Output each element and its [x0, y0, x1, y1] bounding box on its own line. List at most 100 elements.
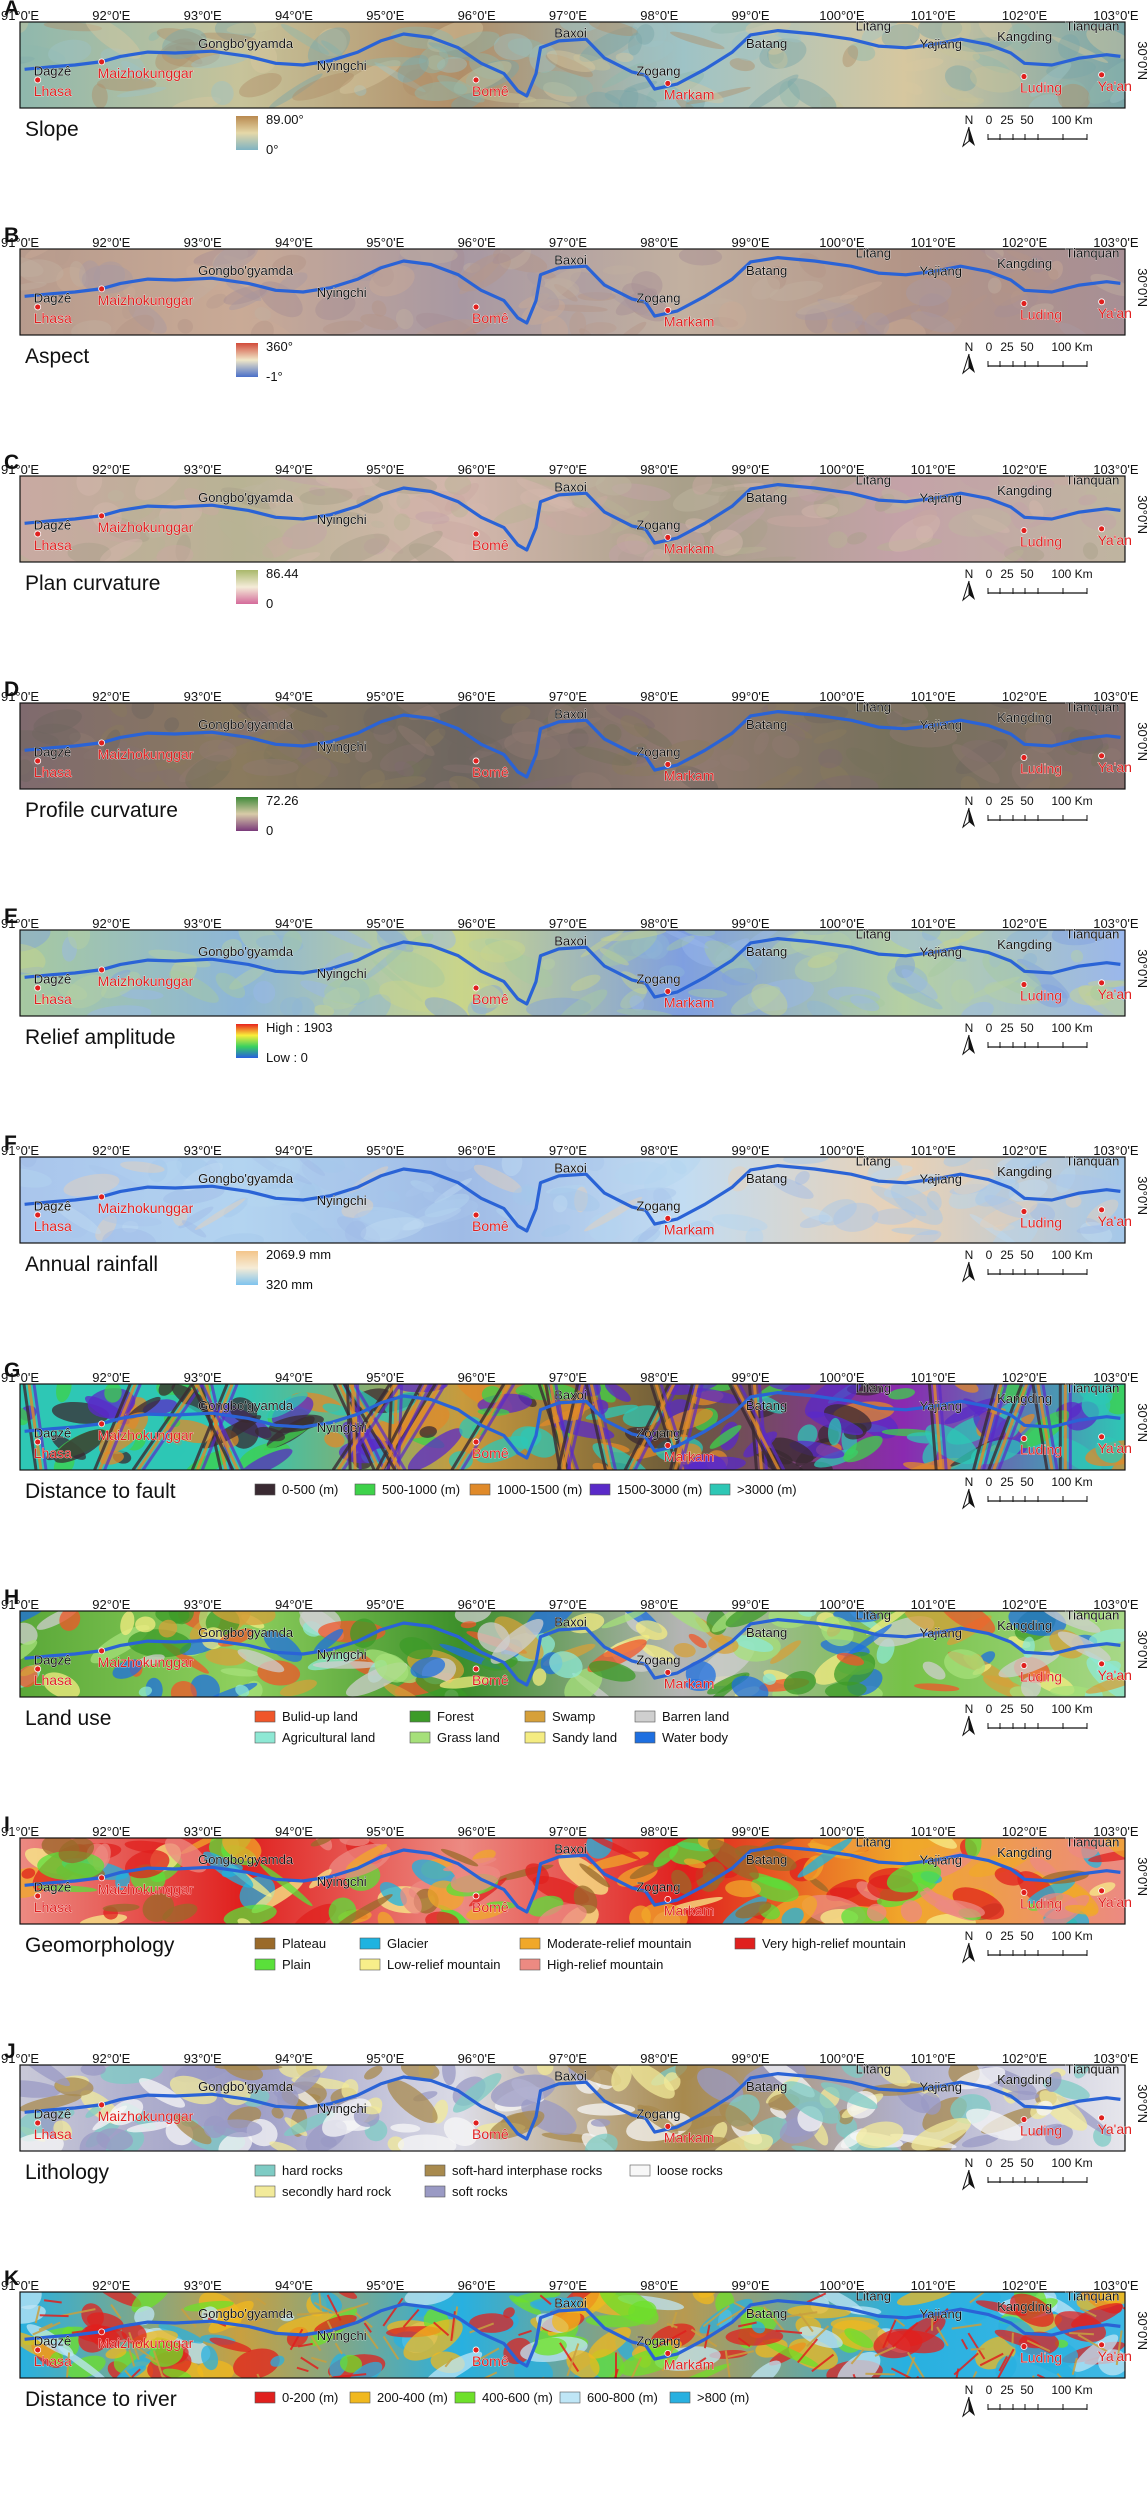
legend-label: Plateau	[282, 1936, 326, 1951]
scale-label: 25	[1000, 1475, 1014, 1489]
lon-tick-label: 94°0'E	[275, 916, 313, 931]
place-label: Baxoi	[554, 2068, 587, 2083]
lon-tick-label: 97°0'E	[549, 916, 587, 931]
lon-tick-label: 102°0'E	[1002, 1143, 1048, 1158]
city-label: Ya'an	[1098, 305, 1132, 321]
lon-tick-label: 91°0'E	[1, 2278, 39, 2293]
place-label: Nyingchi	[317, 966, 367, 981]
legend-colorbar	[236, 797, 258, 831]
panel-title: Slope	[25, 118, 79, 141]
place-label: Kangding	[997, 1618, 1052, 1633]
lon-tick-label: 94°0'E	[275, 235, 313, 250]
legend-swatch	[560, 2392, 580, 2403]
north-label: N	[965, 1475, 974, 1489]
place-label: Litang	[856, 927, 891, 942]
lat-label: 30°0'N	[1135, 41, 1147, 80]
place-label: Yajiang	[920, 1399, 962, 1414]
panel-title: Annual rainfall	[25, 1253, 158, 1276]
city-label: Maizhokunggar	[98, 292, 194, 308]
city-label: Luding	[1020, 988, 1062, 1004]
lon-tick-label: 96°0'E	[458, 916, 496, 931]
place-label: Nyingchi	[317, 2101, 367, 2116]
scale-label: 50	[1020, 794, 1034, 808]
legend-swatch	[735, 1938, 755, 1949]
lon-tick-label: 98°0'E	[640, 2278, 678, 2293]
legend-label: 1500-3000 (m)	[617, 1482, 702, 1497]
city-label: Bomê	[472, 2353, 509, 2369]
place-label: Batang	[746, 944, 787, 959]
place-label: Batang	[746, 490, 787, 505]
place-label: Gongbo'gyamda	[198, 1171, 294, 1186]
north-arrow-icon	[963, 2170, 969, 2189]
panel-title: Distance to river	[25, 2388, 177, 2411]
place-label: Litang	[856, 1835, 891, 1850]
stream-buffer	[865, 2374, 895, 2375]
lon-tick-label: 94°0'E	[275, 462, 313, 477]
legend-swatch	[425, 2186, 445, 2197]
lon-tick-label: 102°0'E	[1002, 2051, 1048, 2066]
lon-tick-label: 101°0'E	[911, 2278, 957, 2293]
north-label: N	[965, 794, 974, 808]
legend-swatch	[360, 1938, 380, 1949]
legend-label: 0-500 (m)	[282, 1482, 338, 1497]
place-label: Dagzê	[34, 517, 72, 532]
lon-tick-label: 93°0'E	[184, 1597, 222, 1612]
lon-tick-label: 93°0'E	[184, 2278, 222, 2293]
lon-tick-label: 101°0'E	[911, 916, 957, 931]
legend-label: 500-1000 (m)	[382, 1482, 460, 1497]
scale-label: 25	[1000, 1702, 1014, 1716]
place-label: Gongbo'gyamda	[198, 944, 294, 959]
lon-tick-label: 102°0'E	[1002, 1824, 1048, 1839]
legend-swatch	[255, 1484, 275, 1495]
north-arrow-icon	[963, 1716, 969, 1735]
place-label: Litang	[856, 1381, 891, 1396]
lon-tick-label: 102°0'E	[1002, 2278, 1048, 2293]
lat-label: 30°0'N	[1135, 1630, 1147, 1669]
lon-tick-label: 91°0'E	[1, 235, 39, 250]
place-label: Dagzê	[34, 1198, 72, 1213]
place-label: Tianquan	[1066, 246, 1120, 261]
scale-label: 50	[1020, 113, 1034, 127]
city-label: Markam	[664, 2129, 715, 2145]
lon-tick-label: 91°0'E	[1, 2051, 39, 2066]
legend-label: Glacier	[387, 1936, 429, 1951]
lon-tick-label: 95°0'E	[366, 1597, 404, 1612]
lon-tick-label: 91°0'E	[1, 689, 39, 704]
place-label: Dagzê	[34, 63, 72, 78]
place-label: Tianquan	[1066, 1608, 1120, 1623]
place-label: Kangding	[997, 2299, 1052, 2314]
place-label: Baxoi	[554, 25, 587, 40]
scale-label: 25	[1000, 2156, 1014, 2170]
scale-label: 25	[1000, 1021, 1014, 1035]
lon-tick-label: 99°0'E	[732, 916, 770, 931]
lon-tick-label: 101°0'E	[911, 1597, 957, 1612]
scale-label: 50	[1020, 2383, 1034, 2397]
legend-high: 72.26	[266, 793, 299, 808]
place-label: Kangding	[997, 937, 1052, 952]
stream-buffer	[1125, 2301, 1146, 2311]
place-label: Zogang	[636, 517, 680, 532]
lon-tick-label: 102°0'E	[1002, 8, 1048, 23]
scale-label: 100 Km	[1051, 2156, 1092, 2170]
north-label: N	[965, 2156, 974, 2170]
lon-tick-label: 101°0'E	[911, 2051, 957, 2066]
lon-tick-label: 91°0'E	[1, 916, 39, 931]
lon-tick-label: 93°0'E	[184, 916, 222, 931]
lon-tick-label: 97°0'E	[549, 8, 587, 23]
north-label: N	[965, 567, 974, 581]
place-label: Litang	[856, 1608, 891, 1623]
panel-title: Plan curvature	[25, 572, 160, 595]
place-label: Kangding	[997, 483, 1052, 498]
legend-label: 600-800 (m)	[587, 2390, 658, 2405]
legend-high: 86.44	[266, 566, 299, 581]
legend-swatch	[710, 1484, 730, 1495]
city-label: Ya'an	[1098, 1440, 1132, 1456]
legend-label: soft-hard interphase rocks	[452, 2163, 603, 2178]
scale-label: 0	[986, 340, 993, 354]
place-label: Zogang	[636, 1879, 680, 1894]
lon-tick-label: 98°0'E	[640, 235, 678, 250]
